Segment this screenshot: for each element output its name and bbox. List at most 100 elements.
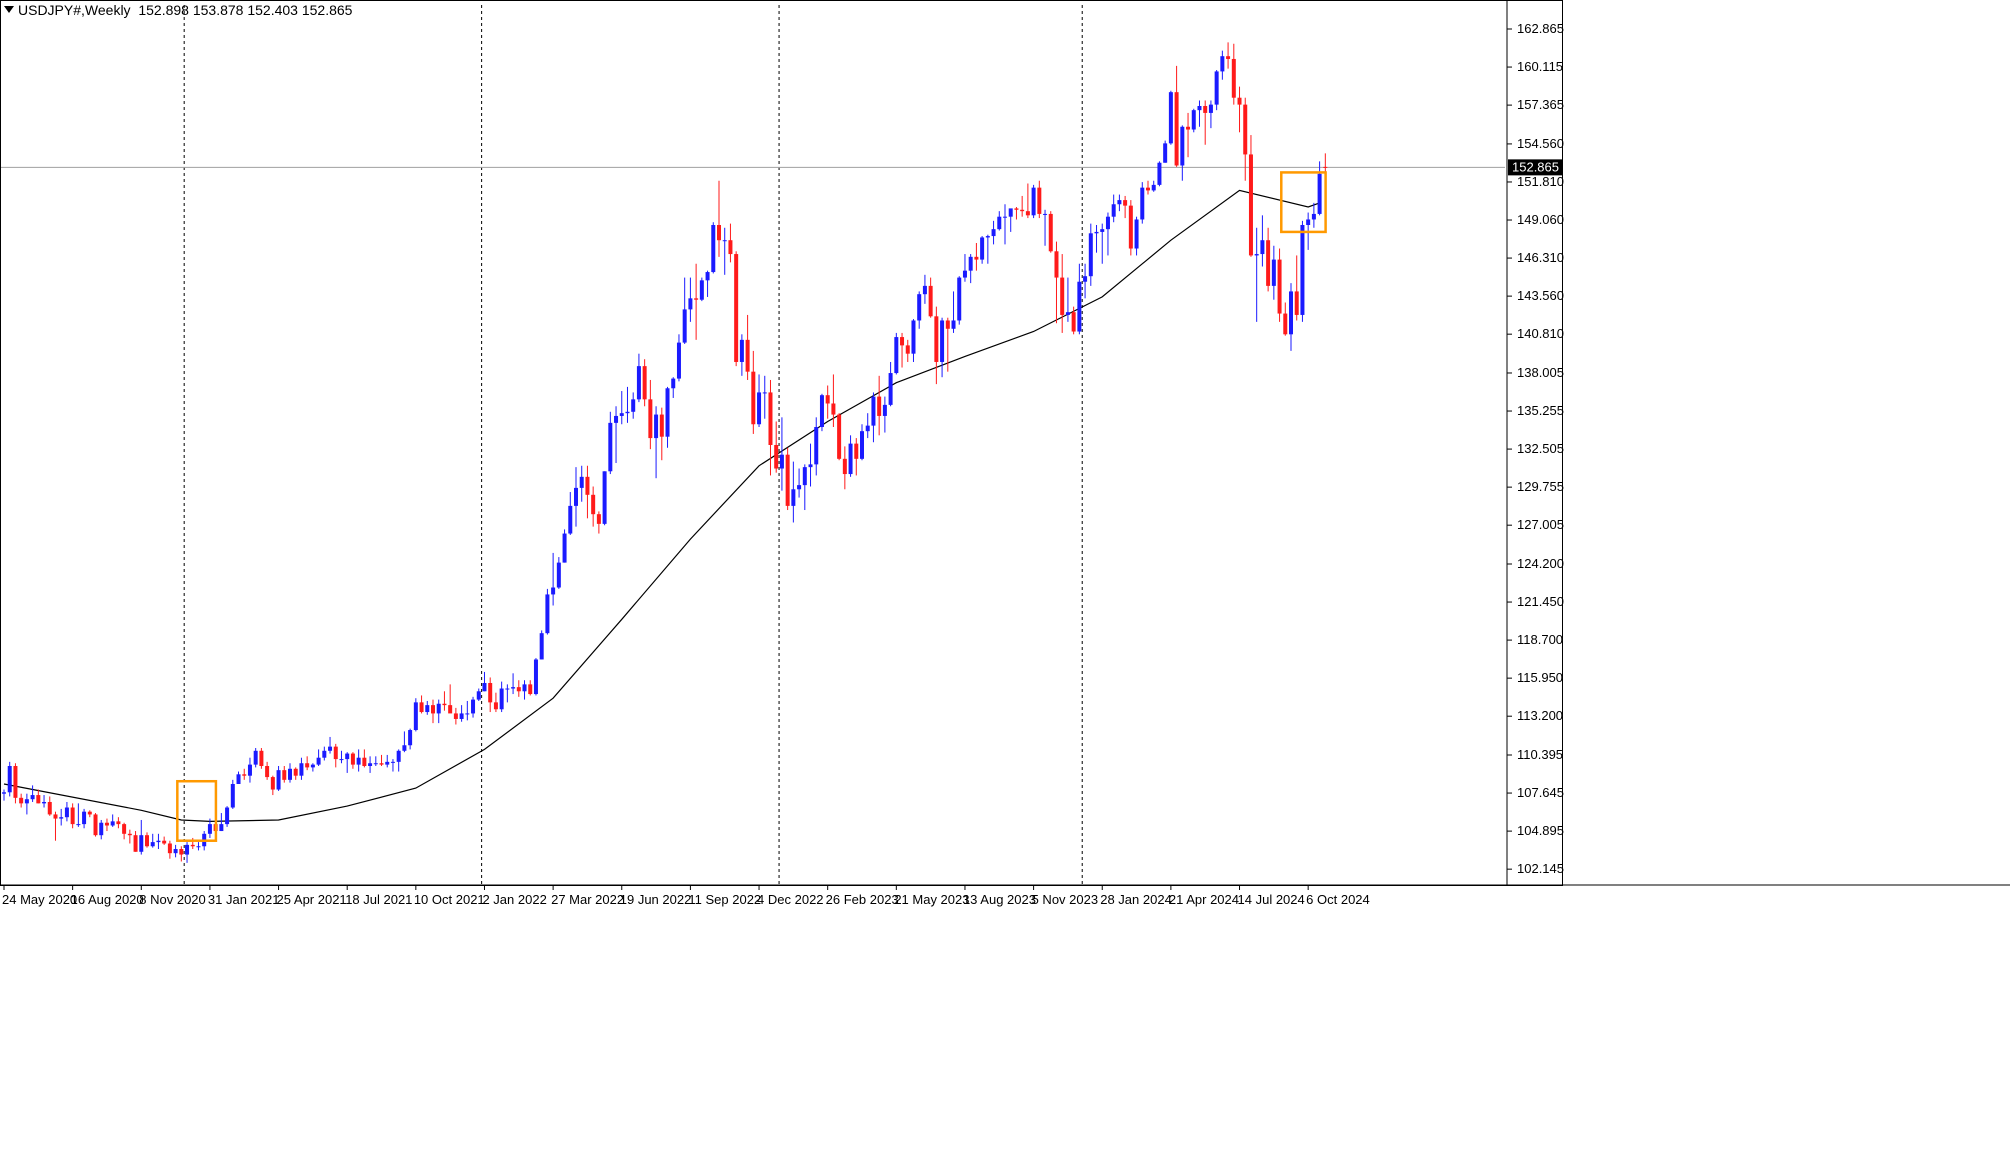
x-tick-label: 21 Apr 2024	[1169, 892, 1239, 907]
candle-body	[99, 822, 104, 836]
candle	[53, 811, 58, 841]
candle	[1197, 100, 1202, 127]
candle-body	[900, 337, 905, 346]
candle-body	[974, 256, 979, 260]
candle-body	[1060, 277, 1065, 315]
candle-body	[911, 320, 916, 354]
candle-body	[488, 682, 493, 703]
candle-body	[533, 659, 538, 695]
candle-body	[814, 427, 819, 465]
candle	[739, 334, 744, 376]
candle	[13, 763, 18, 804]
candle	[253, 748, 258, 768]
candle	[1254, 227, 1259, 322]
candle	[493, 692, 498, 713]
candle	[522, 680, 527, 700]
candle-body	[47, 801, 52, 815]
candle-body	[419, 702, 424, 713]
ma-line	[3, 189, 1320, 823]
candle	[911, 319, 916, 362]
candle-body	[745, 339, 750, 372]
candle	[345, 752, 350, 773]
candle-body	[940, 320, 945, 362]
candle	[619, 391, 624, 425]
candle	[665, 386, 670, 448]
candle-body	[985, 236, 990, 238]
candle	[585, 465, 590, 519]
candle	[339, 750, 344, 764]
candle-body	[373, 763, 378, 765]
candle	[871, 392, 876, 443]
candle	[1277, 248, 1282, 322]
candle-body	[385, 761, 390, 765]
candle-body	[282, 770, 287, 780]
x-tick-label: 11 Sep 2022	[688, 892, 761, 907]
candle-body	[819, 395, 824, 428]
candle	[825, 385, 830, 419]
candle	[482, 671, 487, 692]
price-marker-bg	[1508, 159, 1563, 176]
candle	[671, 377, 676, 398]
candle	[528, 680, 533, 696]
candle	[568, 492, 573, 535]
candle-body	[1220, 56, 1225, 72]
candle-body	[1231, 58, 1236, 98]
candle-body	[728, 240, 733, 255]
candle	[768, 379, 773, 476]
candle-body	[225, 807, 230, 825]
candle-body	[185, 844, 190, 855]
candle	[516, 680, 521, 697]
candle-body	[882, 404, 887, 416]
y-tick-label: 107.645	[1517, 785, 1564, 800]
candle-body	[7, 766, 12, 793]
candle-body	[322, 750, 327, 758]
candle	[1134, 216, 1139, 256]
candle	[1105, 212, 1110, 256]
candle	[465, 700, 470, 721]
candle	[1060, 254, 1065, 333]
x-tick-label: 26 Feb 2023	[826, 892, 899, 907]
candle-body	[596, 514, 601, 524]
candle	[362, 749, 367, 768]
candle-body	[1043, 213, 1048, 215]
candle	[122, 822, 127, 840]
candle	[36, 789, 41, 804]
chart-frame	[0, 0, 2010, 886]
candle	[751, 350, 756, 434]
candle-body	[757, 392, 762, 425]
candle	[642, 359, 647, 407]
candle	[694, 263, 699, 340]
candle	[980, 236, 985, 264]
candle	[865, 413, 870, 439]
candle-body	[64, 807, 69, 818]
candle-body	[19, 797, 24, 804]
y-tick-label: 146.310	[1517, 250, 1564, 265]
x-tick-label: 13 Aug 2023	[963, 892, 1036, 907]
candle-body	[1111, 204, 1116, 217]
candle	[19, 793, 24, 808]
candle	[322, 746, 327, 761]
candle-body	[1168, 92, 1173, 144]
y-tick-label: 129.755	[1517, 479, 1564, 494]
candle	[905, 339, 910, 362]
candle-body	[442, 703, 447, 706]
period-separators	[183, 5, 1083, 885]
candle	[207, 818, 212, 838]
candle-body	[751, 371, 756, 425]
candle	[705, 270, 710, 297]
candle-body	[493, 702, 498, 710]
dropdown-triangle-icon[interactable]	[4, 6, 14, 13]
candle-body	[293, 768, 298, 776]
candle	[328, 736, 333, 754]
candle	[533, 658, 538, 696]
candle-body	[116, 821, 121, 825]
candle	[917, 291, 922, 329]
candle-body	[288, 768, 292, 780]
candle-body	[2, 792, 6, 794]
candle-body	[1243, 104, 1248, 155]
candle	[1128, 200, 1133, 256]
candle-body	[1226, 56, 1231, 59]
candle	[145, 832, 149, 848]
